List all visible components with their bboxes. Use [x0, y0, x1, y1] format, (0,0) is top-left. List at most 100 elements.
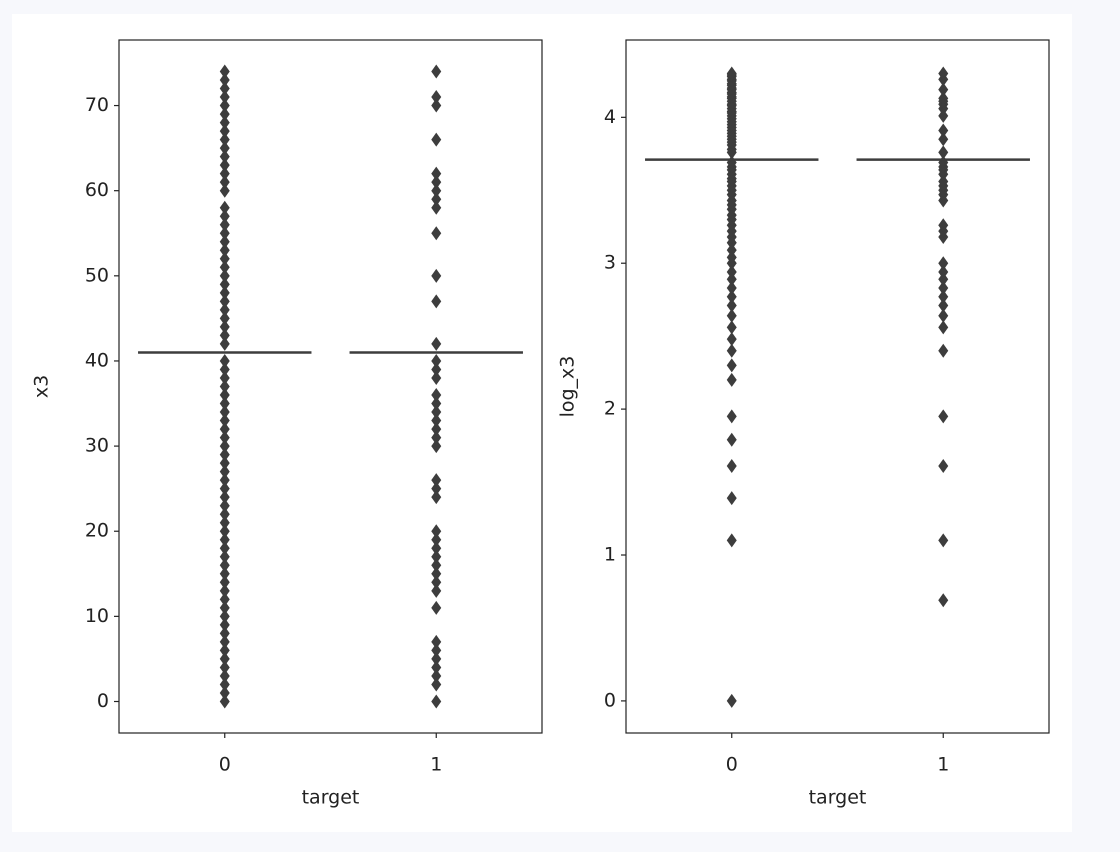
outlier	[726, 459, 737, 474]
outlier	[219, 677, 230, 692]
outlier	[219, 277, 230, 292]
outlier	[431, 353, 442, 368]
outlier	[726, 372, 737, 387]
outlier	[219, 439, 230, 454]
axes-frame	[625, 39, 1050, 734]
outlier	[431, 549, 442, 564]
outlier	[219, 413, 230, 428]
outlier	[219, 660, 230, 675]
outlier	[219, 541, 230, 556]
outlier	[431, 634, 442, 649]
outlier	[219, 549, 230, 564]
outlier	[431, 132, 442, 147]
outlier	[219, 507, 230, 522]
outlier	[938, 308, 949, 323]
outlier	[431, 430, 442, 445]
outlier	[219, 685, 230, 700]
y-axis-label: log_x3	[557, 356, 579, 418]
x-tick-label: 0	[219, 754, 231, 776]
outlier	[431, 294, 442, 309]
outlier	[219, 498, 230, 513]
x-axis-label: target	[809, 787, 867, 809]
outlier	[219, 243, 230, 258]
outlier	[938, 108, 949, 123]
outlier	[726, 250, 737, 265]
outlier	[431, 668, 442, 683]
outlier	[938, 82, 949, 97]
outlier	[219, 643, 230, 658]
outlier	[726, 298, 737, 313]
outlier	[219, 268, 230, 283]
outlier	[219, 524, 230, 539]
outlier	[219, 456, 230, 471]
outlier	[219, 558, 230, 573]
outlier	[726, 533, 737, 548]
x-axis-label: target	[302, 787, 360, 809]
outlier	[431, 98, 442, 113]
outlier	[219, 226, 230, 241]
outlier	[219, 302, 230, 317]
outlier	[938, 132, 949, 147]
outlier	[431, 268, 442, 283]
outlier	[431, 694, 442, 709]
outlier	[431, 575, 442, 590]
x-tick-label: 1	[430, 754, 442, 776]
outlier	[219, 260, 230, 275]
outlier	[726, 491, 737, 506]
outlier	[431, 660, 442, 675]
outlier	[726, 358, 737, 373]
outlier	[938, 272, 949, 287]
outlier	[938, 123, 949, 138]
outlier	[219, 626, 230, 641]
outlier	[938, 281, 949, 296]
outlier	[431, 439, 442, 454]
outlier	[219, 396, 230, 411]
outlier	[431, 677, 442, 692]
outlier	[431, 64, 442, 79]
outlier	[219, 149, 230, 164]
outlier	[938, 174, 949, 189]
y-tick-label: 20	[85, 520, 109, 542]
outlier	[431, 396, 442, 411]
outlier	[431, 405, 442, 420]
outlier	[219, 600, 230, 615]
outlier	[431, 370, 442, 385]
outlier	[431, 90, 442, 105]
outlier	[431, 481, 442, 496]
outlier	[726, 264, 737, 279]
outlier	[726, 308, 737, 323]
outlier	[219, 592, 230, 607]
outlier	[219, 183, 230, 198]
y-tick-label: 30	[85, 435, 109, 457]
outlier	[431, 362, 442, 377]
outlier	[219, 532, 230, 547]
outlier	[431, 336, 442, 351]
outlier	[219, 132, 230, 147]
outlier	[431, 388, 442, 403]
outlier	[219, 405, 230, 420]
outlier	[431, 413, 442, 428]
outlier	[219, 575, 230, 590]
outlier	[431, 166, 442, 181]
outlier	[431, 532, 442, 547]
outlier	[726, 332, 737, 347]
outlier	[219, 464, 230, 479]
axes-frame	[118, 39, 543, 734]
outlier	[431, 600, 442, 615]
outlier	[219, 90, 230, 105]
outlier	[219, 362, 230, 377]
outlier	[219, 81, 230, 96]
outlier	[219, 473, 230, 488]
outlier	[726, 66, 737, 81]
outlier	[726, 272, 737, 287]
y-tick-label: 40	[85, 349, 109, 371]
outlier	[219, 319, 230, 334]
outlier	[938, 256, 949, 271]
outlier	[219, 370, 230, 385]
outlier	[431, 183, 442, 198]
outlier	[938, 66, 949, 81]
outlier	[938, 289, 949, 304]
outlier	[431, 583, 442, 598]
outlier	[219, 634, 230, 649]
